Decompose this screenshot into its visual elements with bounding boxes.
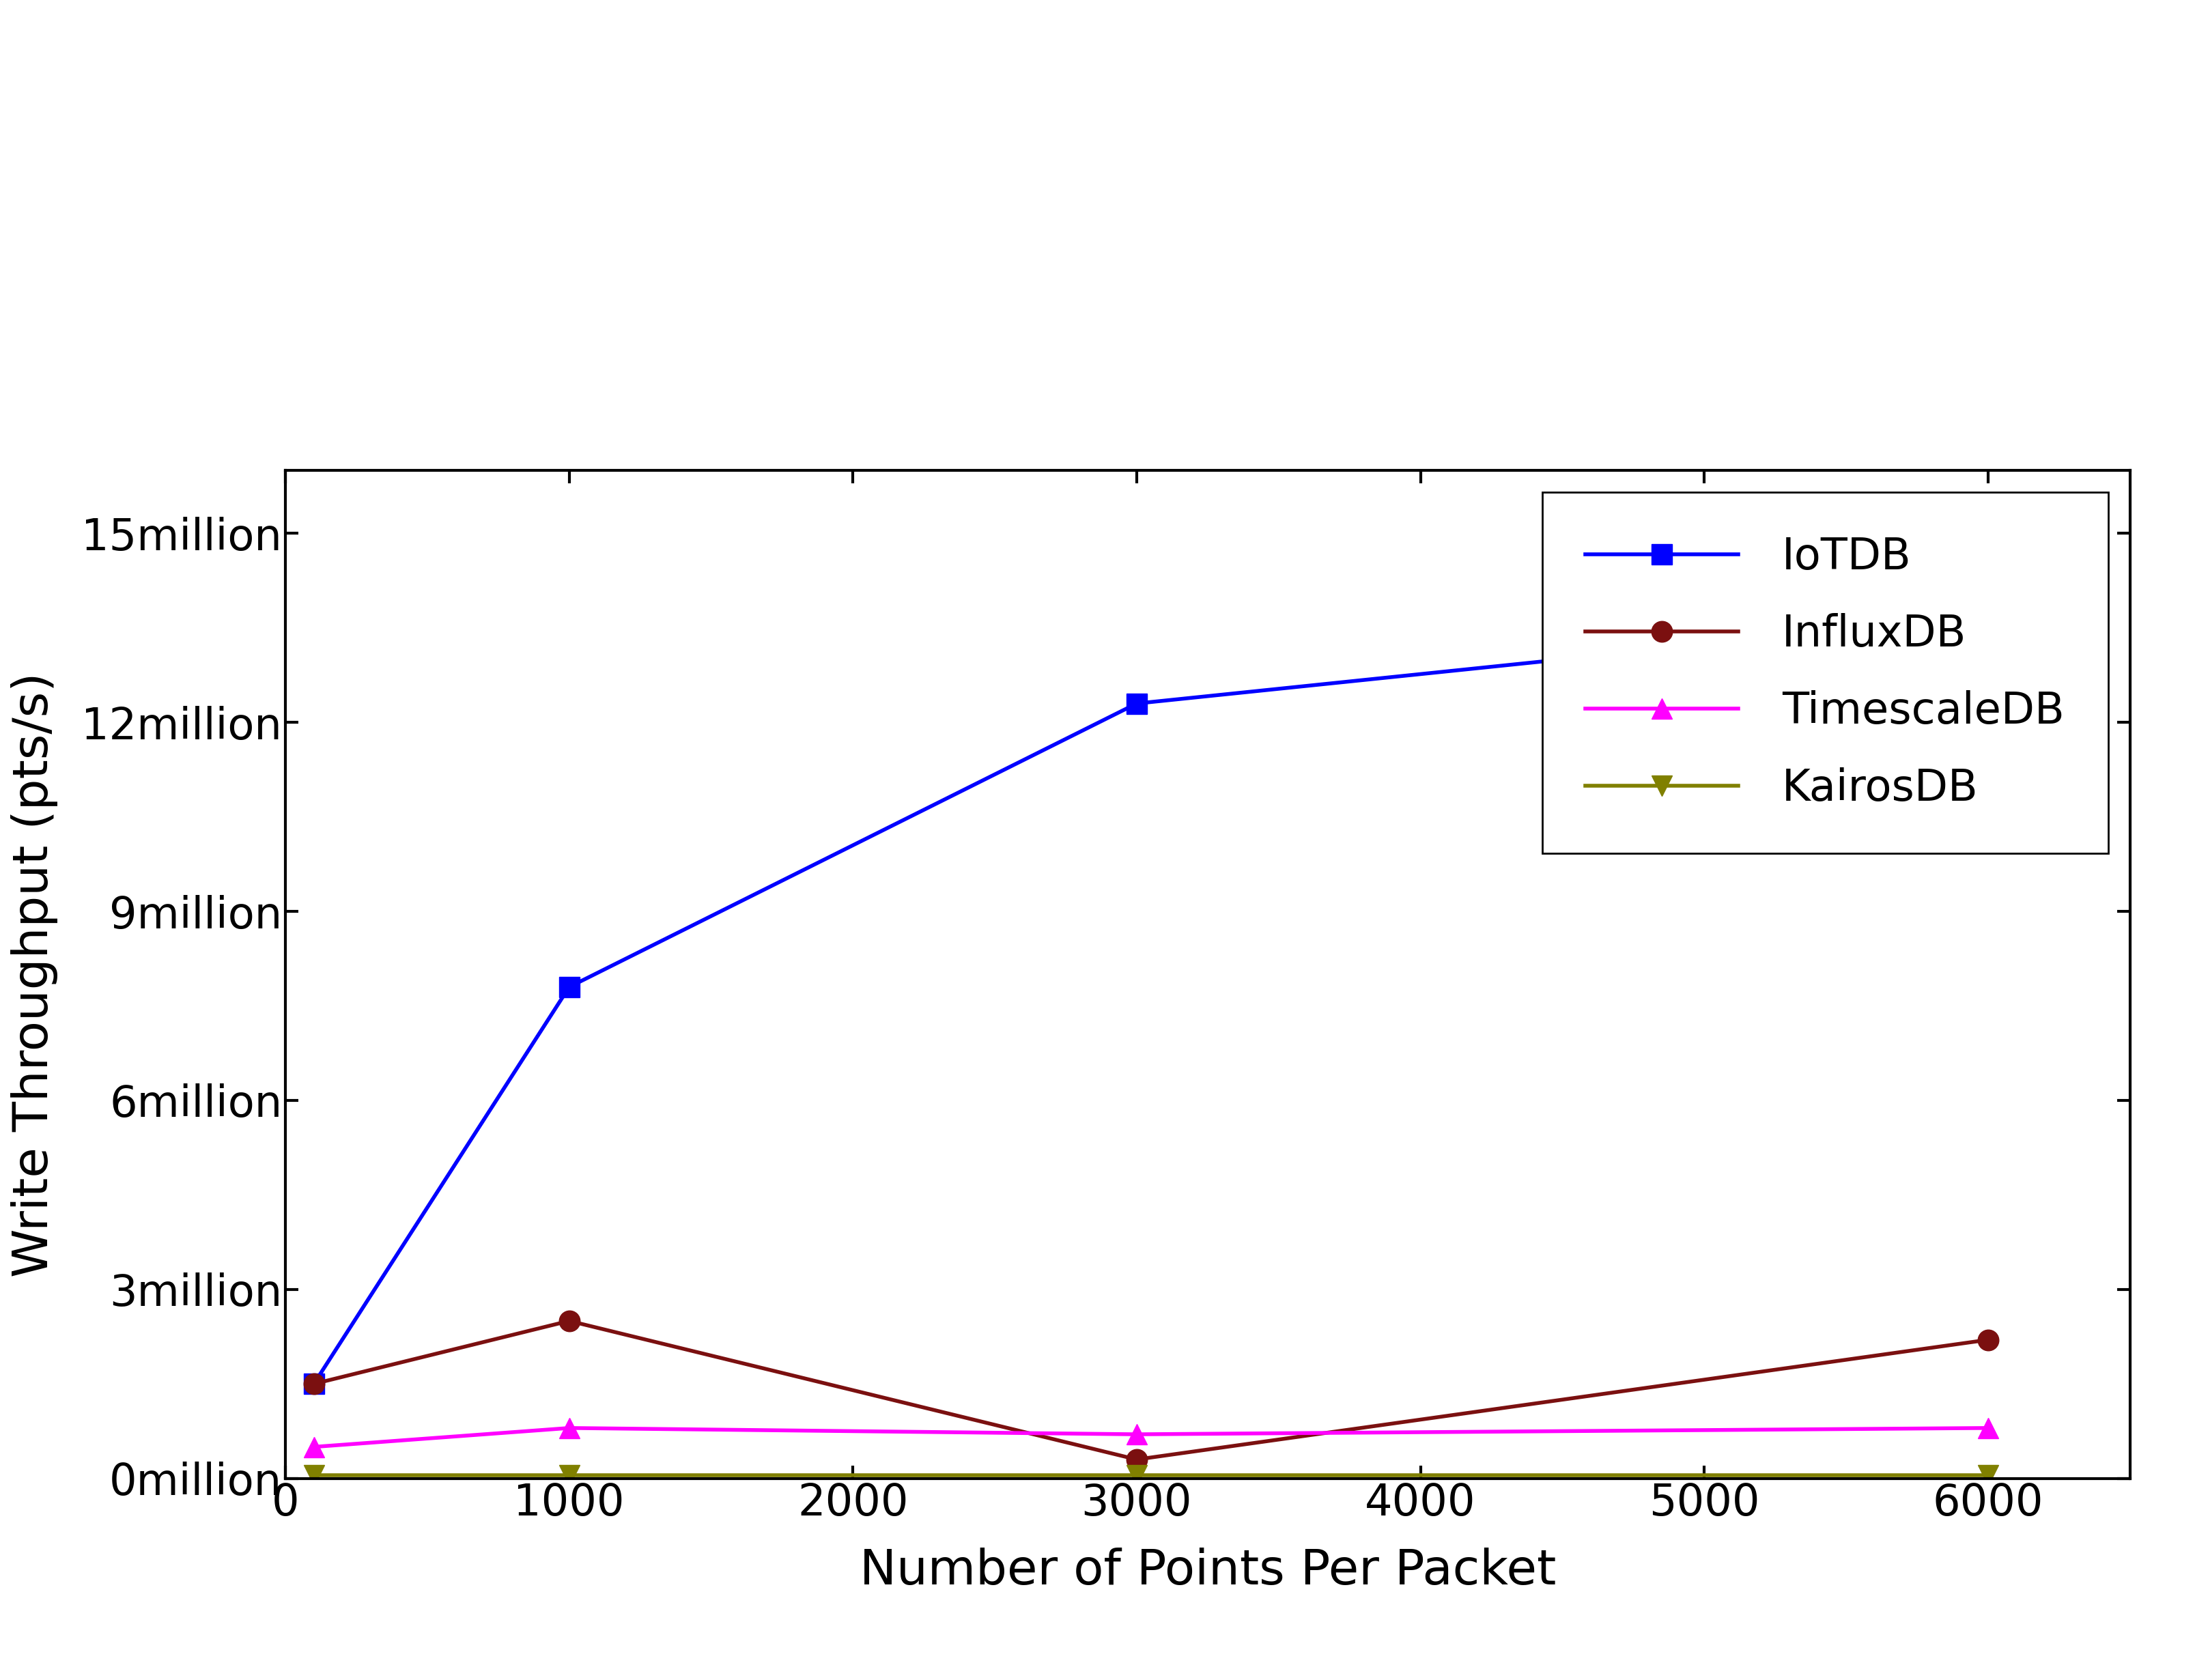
IoTDB xyxy=(301,1374,327,1394)
X-axis label: Number of Points Per Packet: Number of Points Per Packet xyxy=(858,1547,1556,1594)
IoTDB xyxy=(1124,694,1150,714)
Line: TimescaleDB: TimescaleDB xyxy=(303,1418,1997,1457)
InfluxDB xyxy=(1124,1450,1150,1470)
Line: IoTDB: IoTDB xyxy=(303,605,1997,1394)
Legend: IoTDB, InfluxDB, TimescaleDB, KairosDB: IoTDB, InfluxDB, TimescaleDB, KairosDB xyxy=(1541,492,2107,853)
IoTDB xyxy=(555,978,582,998)
KairosDB xyxy=(1973,1465,2000,1485)
Y-axis label: Write Throughput (pts/s): Write Throughput (pts/s) xyxy=(11,672,57,1277)
Line: InfluxDB: InfluxDB xyxy=(303,1310,1997,1470)
InfluxDB xyxy=(555,1310,582,1331)
KairosDB xyxy=(1124,1465,1150,1485)
TimescaleDB xyxy=(1124,1425,1150,1445)
Line: KairosDB: KairosDB xyxy=(303,1465,1997,1485)
KairosDB xyxy=(301,1465,327,1485)
InfluxDB xyxy=(301,1374,327,1394)
TimescaleDB xyxy=(555,1418,582,1438)
TimescaleDB xyxy=(301,1436,327,1457)
InfluxDB xyxy=(1973,1331,2000,1351)
KairosDB xyxy=(555,1465,582,1485)
TimescaleDB xyxy=(1973,1418,2000,1438)
IoTDB xyxy=(1973,605,2000,625)
